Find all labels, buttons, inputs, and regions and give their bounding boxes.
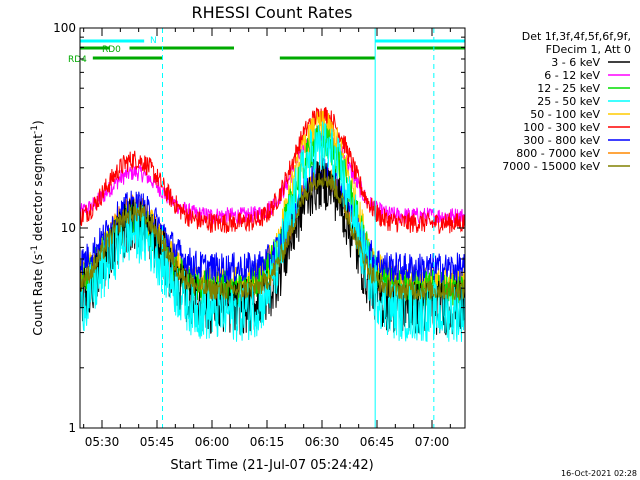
series-line [79, 106, 466, 235]
legend-label: 25 - 50 keV [537, 95, 600, 108]
legend-label: 300 - 800 keV [523, 134, 600, 147]
footer-timestamp: 16-Oct-2021 02:28 [561, 469, 637, 478]
flags-layer: RD0 RD4 N [68, 36, 465, 65]
x-tick-label: 06:30 [305, 435, 340, 449]
legend-label: 800 - 7000 keV [516, 147, 600, 160]
series-layer [79, 106, 466, 342]
legend-header-line-2: FDecim 1, Att 0 [546, 43, 631, 56]
y-tick-label: 1 [68, 421, 76, 435]
flag-label: N [150, 36, 157, 46]
legend-label: 3 - 6 keV [551, 56, 600, 69]
y-tick-label: 10 [61, 221, 76, 235]
x-tick-label: 07:00 [415, 435, 450, 449]
y-axis-label: Count Rate (s-1 detector segment-1) [30, 120, 45, 335]
x-tick-label: 06:45 [360, 435, 395, 449]
y-axis: 1 10 100 [53, 21, 465, 435]
x-tick-label: 06:00 [195, 435, 230, 449]
legend-header-line-1: Det 1f,3f,4f,5f,6f,9f, [522, 30, 631, 43]
flag-label: RD4 [68, 55, 87, 65]
series-line [79, 121, 466, 342]
legend-label: 12 - 25 keV [537, 82, 600, 95]
x-axis-label: Start Time (21-Jul-07 05:24:42) [170, 458, 373, 473]
x-tick-label: 06:15 [250, 435, 285, 449]
legend-label: 6 - 12 keV [544, 69, 600, 82]
flag-label: RD0 [102, 45, 121, 55]
legend-label: 7000 - 15000 keV [502, 160, 600, 173]
x-tick-label: 05:45 [140, 435, 175, 449]
chart-title: RHESSI Count Rates [192, 3, 353, 22]
x-axis: 05:30 05:45 06:00 06:15 06:30 06:45 07:00 [83, 28, 451, 449]
series-line [79, 168, 466, 301]
legend-label: 50 - 100 keV [530, 108, 600, 121]
y-tick-label: 100 [53, 21, 76, 35]
legend-label: 100 - 300 keV [523, 121, 600, 134]
x-tick-label: 05:30 [85, 435, 120, 449]
